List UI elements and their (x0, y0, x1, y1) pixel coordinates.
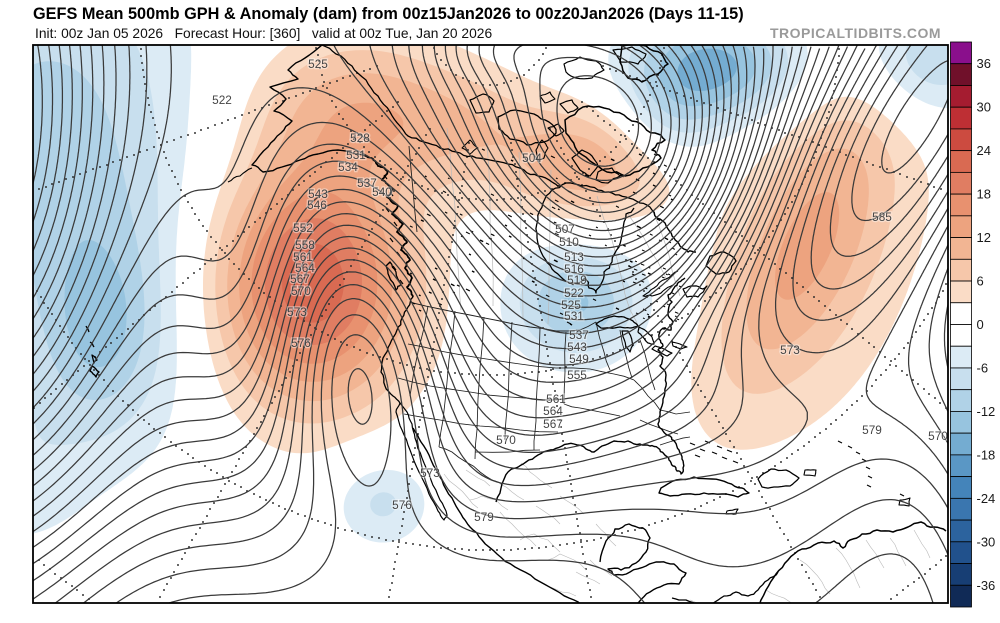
svg-text:-18: -18 (977, 447, 996, 462)
svg-text:18: 18 (977, 187, 991, 202)
svg-text:585: 585 (872, 210, 892, 224)
svg-text:543: 543 (567, 340, 587, 354)
svg-text:24: 24 (977, 143, 991, 158)
svg-text:-12: -12 (977, 404, 996, 419)
svg-text:540: 540 (372, 185, 392, 199)
svg-text:534: 534 (338, 160, 358, 174)
svg-text:510: 510 (559, 235, 579, 249)
svg-text:579: 579 (862, 423, 882, 437)
svg-text:531: 531 (346, 148, 366, 162)
svg-text:537: 537 (569, 328, 589, 342)
svg-text:564: 564 (543, 404, 563, 418)
svg-text:549: 549 (569, 352, 589, 366)
svg-text:30: 30 (977, 100, 991, 115)
svg-text:576: 576 (291, 336, 311, 350)
svg-text:-24: -24 (977, 491, 996, 506)
svg-text:567: 567 (543, 417, 563, 431)
svg-text:552: 552 (293, 221, 313, 235)
svg-text:513: 513 (564, 250, 584, 264)
svg-text:546: 546 (307, 198, 327, 212)
svg-text:561: 561 (546, 392, 566, 406)
svg-text:570: 570 (928, 429, 948, 443)
svg-text:GEFS Mean 500mb GPH & Anomaly: GEFS Mean 500mb GPH & Anomaly (dam) from… (33, 5, 744, 23)
svg-text:573: 573 (780, 343, 800, 357)
svg-text:528: 528 (350, 131, 370, 145)
svg-text:522: 522 (212, 93, 232, 107)
svg-text:6: 6 (977, 274, 984, 289)
svg-text:-36: -36 (977, 578, 996, 593)
svg-text:537: 537 (357, 176, 377, 190)
svg-text:573: 573 (420, 466, 440, 480)
svg-text:0: 0 (977, 317, 984, 332)
svg-text:525: 525 (561, 298, 581, 312)
svg-text:12: 12 (977, 230, 991, 245)
svg-text:531: 531 (564, 309, 584, 323)
svg-text:543: 543 (308, 187, 328, 201)
svg-text:-6: -6 (977, 361, 989, 376)
svg-text:573: 573 (287, 305, 307, 319)
svg-text:TROPICALTIDBITS.COM: TROPICALTIDBITS.COM (770, 25, 941, 41)
svg-text:564: 564 (295, 261, 315, 275)
svg-text:Init: 00z Jan 05 2026 Foreca: Init: 00z Jan 05 2026 Forecast Hour: [36… (35, 26, 492, 41)
svg-text:519: 519 (567, 273, 587, 287)
svg-text:525: 525 (308, 57, 328, 71)
svg-text:576: 576 (392, 498, 412, 512)
svg-text:579: 579 (474, 510, 494, 524)
svg-text:555: 555 (567, 368, 587, 382)
svg-text:570: 570 (496, 433, 516, 447)
svg-text:507: 507 (555, 222, 575, 236)
svg-text:561: 561 (293, 250, 313, 264)
svg-text:36: 36 (977, 56, 991, 71)
svg-text:-30: -30 (977, 534, 996, 549)
svg-text:567: 567 (290, 272, 310, 286)
svg-text:570: 570 (291, 284, 311, 298)
svg-text:558: 558 (295, 238, 315, 252)
svg-text:504: 504 (522, 151, 542, 165)
svg-text:516: 516 (564, 262, 584, 276)
svg-text:522: 522 (564, 286, 584, 300)
